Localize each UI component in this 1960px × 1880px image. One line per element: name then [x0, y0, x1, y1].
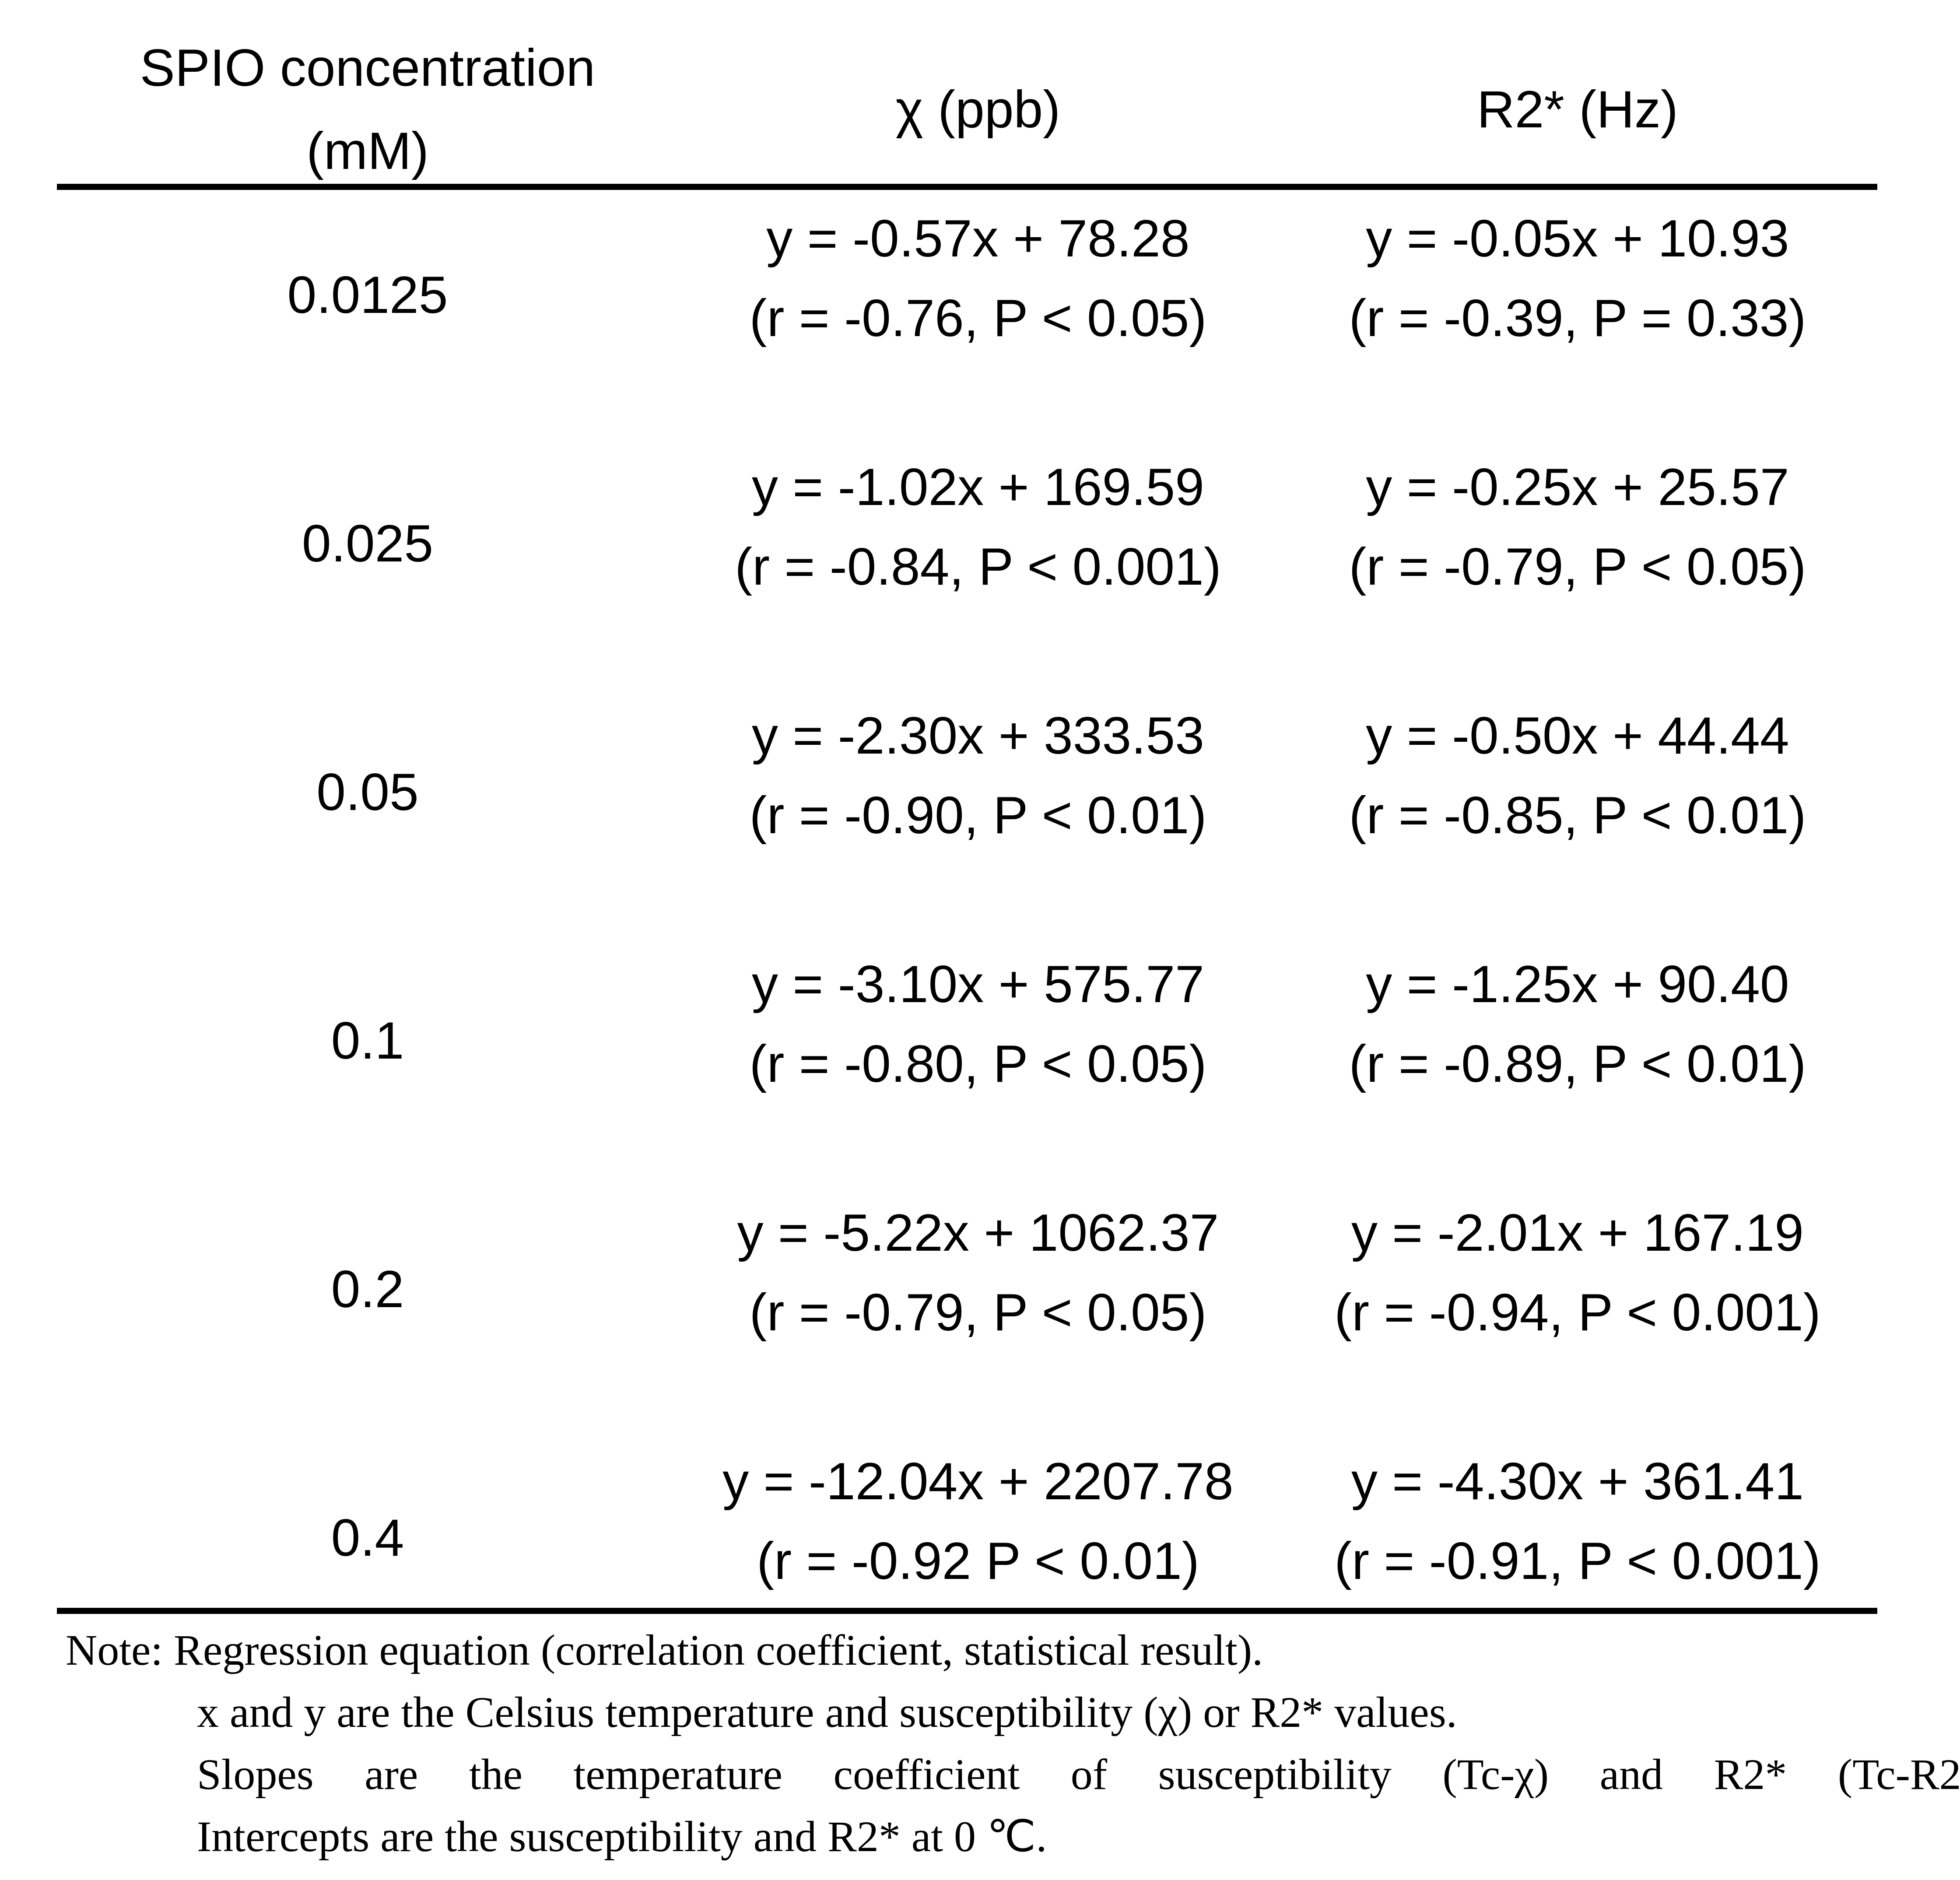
chi-cell: y = -2.30x + 333.53 (r = -0.90, P < 0.01… [678, 696, 1278, 871]
r2-equation: y = -0.25x + 25.57 [1366, 458, 1789, 516]
r2-stats: (r = -0.94, P < 0.001) [1334, 1283, 1821, 1342]
chi-equation: y = -12.04x + 2207.78 [722, 1452, 1234, 1511]
chi-cell: y = -3.10x + 575.77 (r = -0.80, P < 0.05… [678, 944, 1278, 1119]
note-line-1: Note: Regression equation (correlation c… [66, 1626, 1263, 1674]
header-r2: R2* (Hz) [1476, 80, 1679, 139]
r2-stats: (r = -0.39, P = 0.33) [1349, 289, 1806, 347]
r2-cell: y = -2.01x + 167.19 (r = -0.94, P < 0.00… [1278, 1193, 1877, 1368]
table-header: SPIO concentration (mM) χ (ppb) R2* (Hz) [57, 26, 1877, 184]
chi-equation: y = -2.30x + 333.53 [751, 706, 1205, 765]
table-row: 0.2 y = -5.22x + 1062.37 (r = -0.79, P <… [57, 1193, 1877, 1368]
chi-stats: (r = -0.79, P < 0.05) [749, 1283, 1207, 1342]
r2-equation: y = -4.30x + 361.41 [1351, 1452, 1804, 1511]
chi-cell: y = -12.04x + 2207.78 (r = -0.92 P < 0.0… [678, 1442, 1278, 1617]
chi-stats: (r = -0.92 P < 0.01) [757, 1532, 1199, 1590]
concentration-cell: 0.05 [316, 763, 419, 821]
r2-cell: y = -0.25x + 25.57 (r = -0.79, P < 0.05) [1278, 447, 1877, 622]
chi-equation: y = -1.02x + 169.59 [751, 458, 1205, 516]
chi-cell: y = -1.02x + 169.59 (r = -0.84, P < 0.00… [678, 447, 1278, 622]
r2-stats: (r = -0.79, P < 0.05) [1349, 537, 1806, 596]
table-row: 0.4 y = -12.04x + 2207.78 (r = -0.92 P <… [57, 1442, 1877, 1617]
table-row: 0.05 y = -2.30x + 333.53 (r = -0.90, P <… [57, 696, 1877, 871]
concentration-cell: 0.1 [331, 1011, 404, 1070]
chi-cell: y = -5.22x + 1062.37 (r = -0.79, P < 0.0… [678, 1193, 1278, 1368]
r2-equation: y = -1.25x + 90.40 [1366, 955, 1789, 1014]
chi-stats: (r = -0.90, P < 0.01) [749, 786, 1207, 845]
table-row: 0.1 y = -3.10x + 575.77 (r = -0.80, P < … [57, 944, 1877, 1119]
chi-equation: y = -5.22x + 1062.37 [737, 1203, 1219, 1262]
table-row: 0.025 y = -1.02x + 169.59 (r = -0.84, P … [57, 447, 1877, 622]
note-line-2: x and y are the Celsius temperature and … [197, 1688, 1457, 1736]
r2-cell: y = -0.50x + 44.44 (r = -0.85, P < 0.01) [1278, 696, 1877, 871]
table-note: Note: Regression equation (correlation c… [66, 1619, 1960, 1868]
chi-stats: (r = -0.84, P < 0.001) [735, 537, 1221, 596]
r2-cell: y = -0.05x + 10.93 (r = -0.39, P = 0.33) [1278, 199, 1877, 374]
r2-cell: y = -4.30x + 361.41 (r = -0.91, P < 0.00… [1278, 1442, 1877, 1617]
concentration-cell: 0.4 [331, 1508, 404, 1567]
header-concentration-line2: (mM) [306, 122, 429, 180]
header-concentration-line1: SPIO concentration [140, 39, 596, 97]
header-concentration: SPIO concentration (mM) [57, 26, 678, 193]
chi-equation: y = -3.10x + 575.77 [751, 955, 1205, 1014]
regression-table: SPIO concentration (mM) χ (ppb) R2* (Hz)… [57, 26, 1877, 1614]
bottom-rule [57, 1608, 1877, 1614]
r2-cell: y = -1.25x + 90.40 (r = -0.89, P < 0.01) [1278, 944, 1877, 1119]
r2-stats: (r = -0.91, P < 0.001) [1334, 1532, 1821, 1590]
concentration-cell: 0.0125 [287, 266, 448, 324]
r2-equation: y = -2.01x + 167.19 [1351, 1203, 1804, 1262]
chi-stats: (r = -0.76, P < 0.05) [749, 289, 1207, 347]
note-line-3: Slopes are the temperature coefficient o… [197, 1750, 1960, 1799]
note-line-4: Intercepts are the susceptibility and R2… [197, 1812, 1047, 1861]
concentration-cell: 0.025 [302, 514, 434, 573]
chi-stats: (r = -0.80, P < 0.05) [749, 1035, 1207, 1093]
chi-cell: y = -0.57x + 78.28 (r = -0.76, P < 0.05) [678, 199, 1278, 374]
r2-stats: (r = -0.85, P < 0.01) [1349, 786, 1806, 845]
header-chi: χ (ppb) [895, 80, 1061, 139]
concentration-cell: 0.2 [331, 1260, 404, 1319]
chi-equation: y = -0.57x + 78.28 [766, 209, 1190, 268]
top-rule [57, 184, 1877, 190]
r2-equation: y = -0.05x + 10.93 [1366, 209, 1789, 268]
table-row: 0.0125 y = -0.57x + 78.28 (r = -0.76, P … [57, 199, 1877, 374]
table-body: 0.0125 y = -0.57x + 78.28 (r = -0.76, P … [57, 190, 1877, 1608]
r2-equation: y = -0.50x + 44.44 [1366, 706, 1789, 765]
r2-stats: (r = -0.89, P < 0.01) [1349, 1035, 1806, 1093]
